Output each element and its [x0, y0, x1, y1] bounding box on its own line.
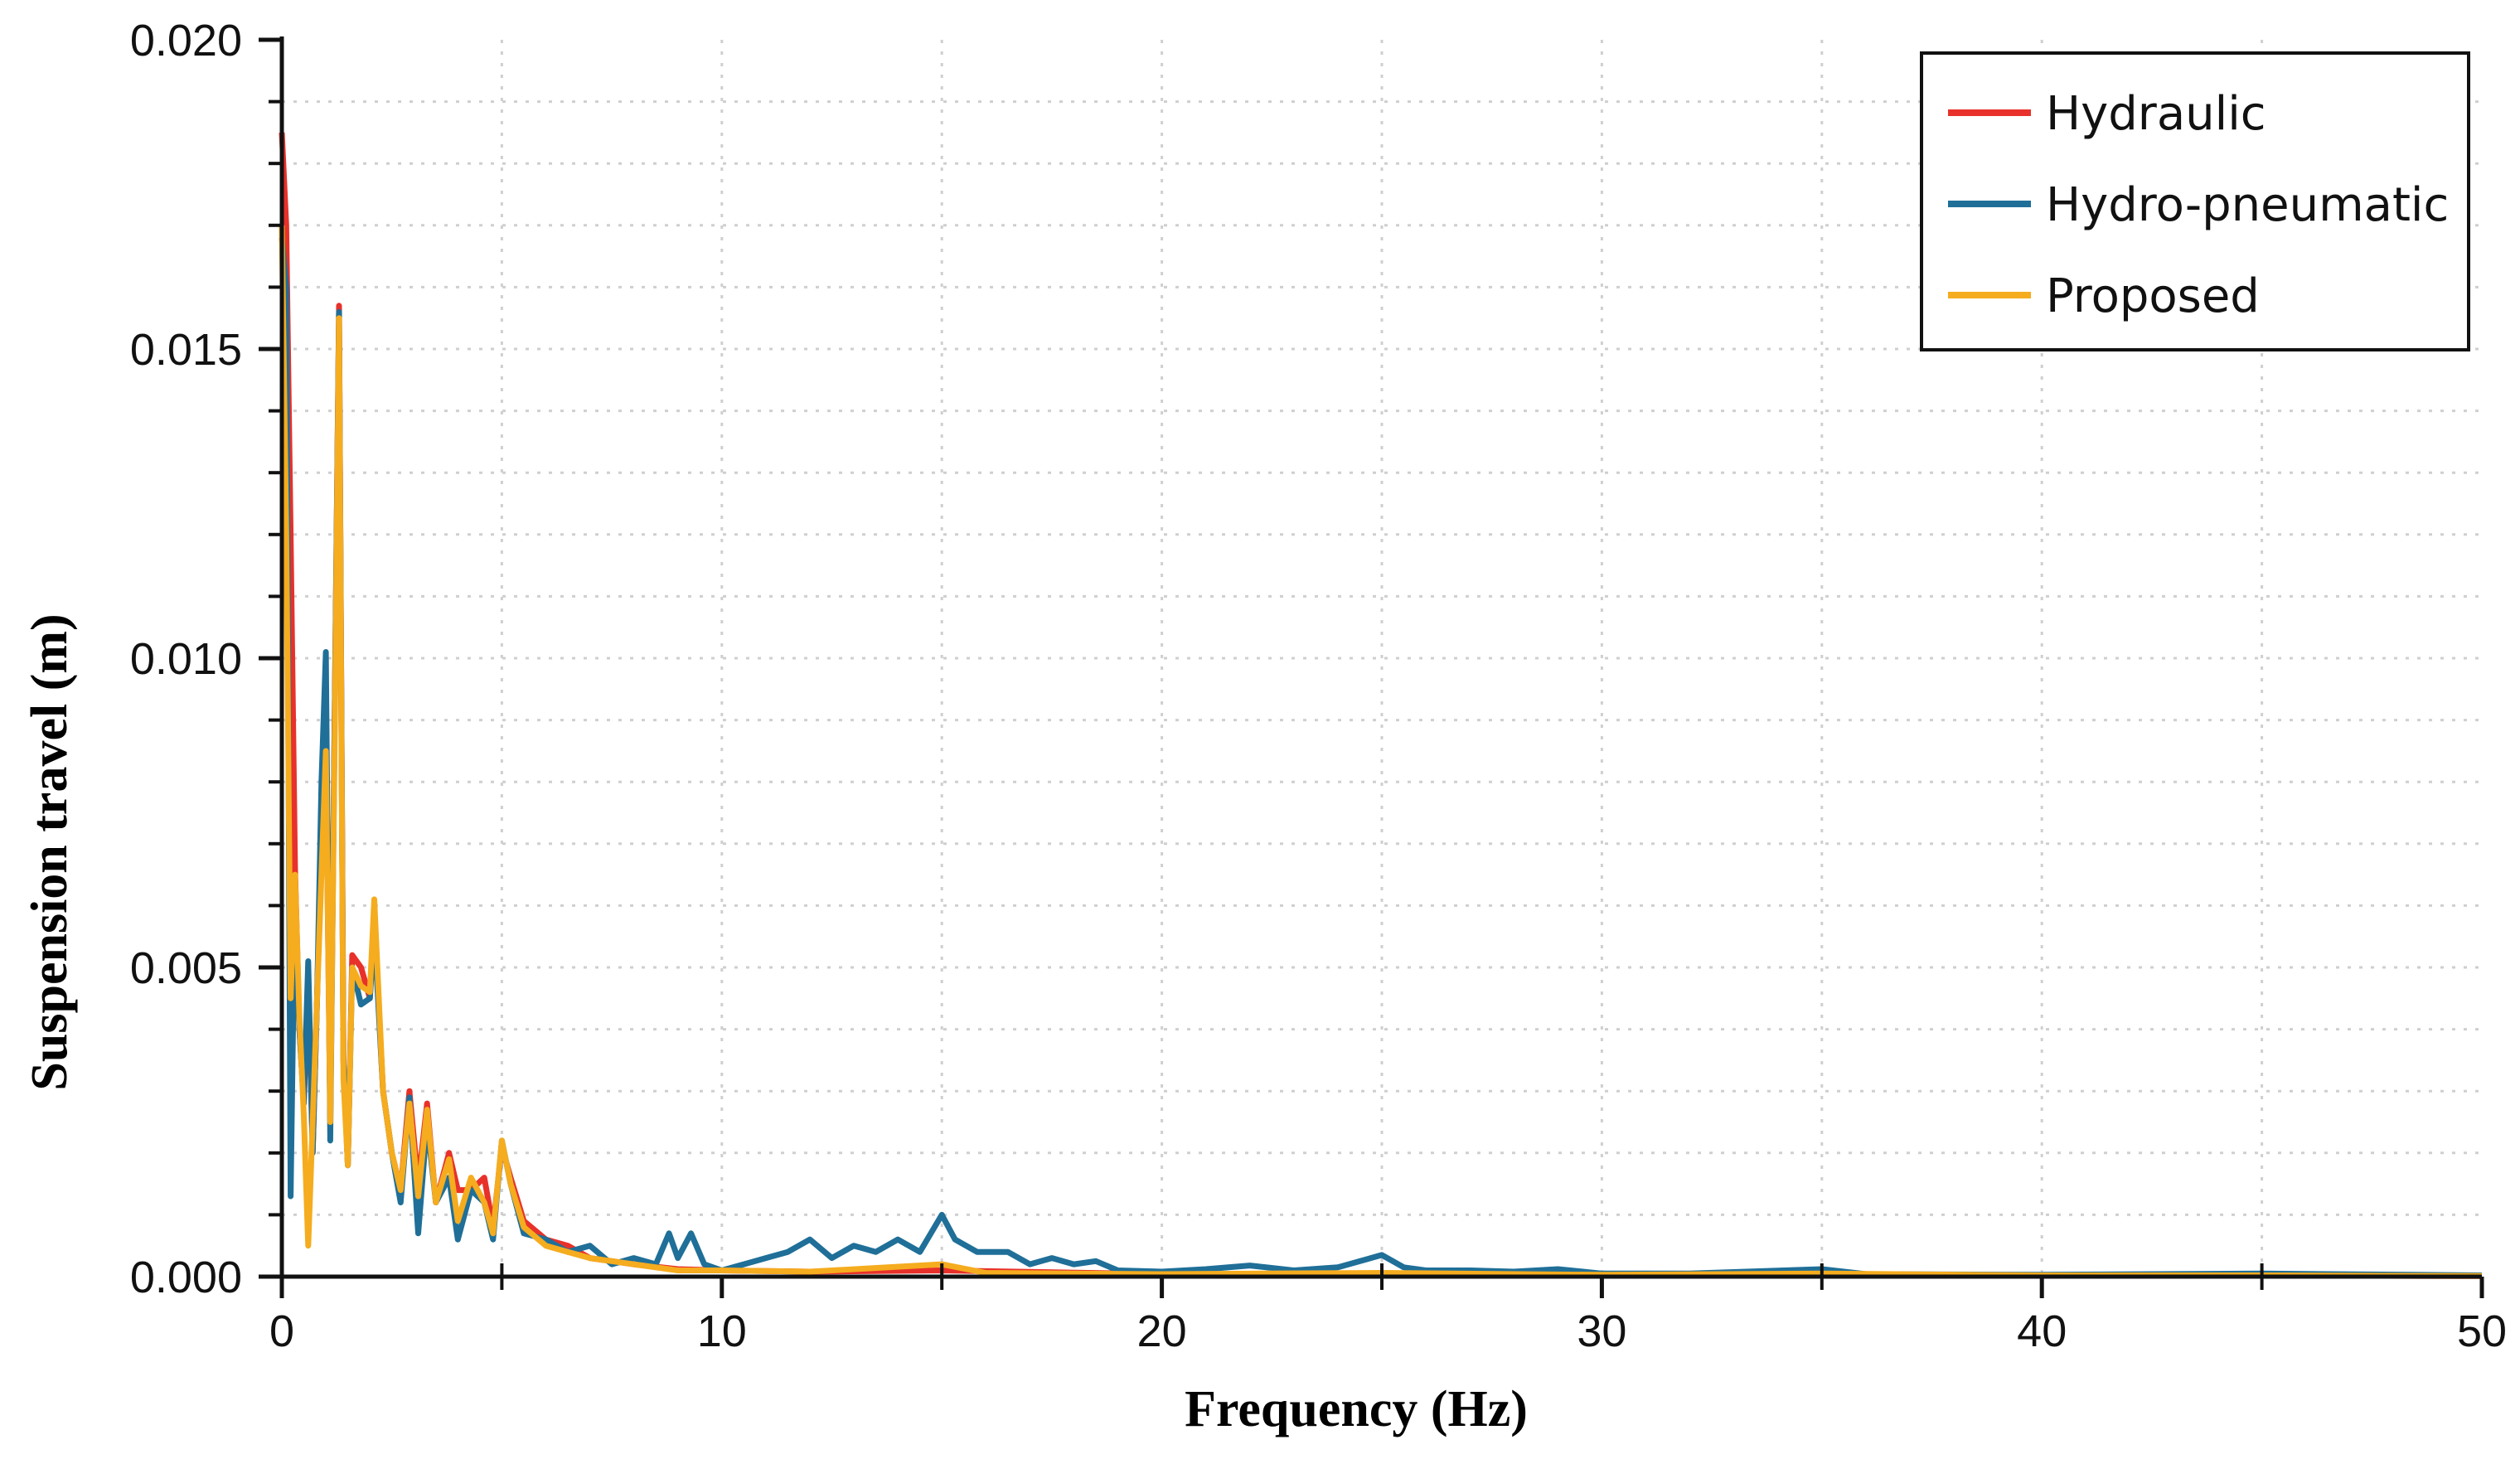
series-layer	[279, 132, 2483, 1279]
legend-label-proposed: Proposed	[2046, 269, 2260, 323]
y-tick-label: 0.015	[130, 325, 242, 375]
legend-label-hydro-pneumatic: Hydro-pneumatic	[2046, 178, 2449, 232]
x-tick-label: 10	[697, 1306, 747, 1356]
y-tick-label: 0.005	[130, 943, 242, 993]
axis-layer	[259, 36, 2484, 1298]
y-axis-title: Suspension travel (m)	[22, 613, 78, 1090]
x-tick-label: 0	[269, 1306, 294, 1356]
x-tick-label: 20	[1137, 1306, 1187, 1356]
series-line-proposed	[279, 225, 2483, 1279]
x-tick-label: 30	[1577, 1306, 1626, 1356]
y-tick-label: 0.000	[130, 1253, 242, 1302]
legend: Hydraulic Hydro-pneumatic Proposed	[1920, 51, 2470, 351]
x-axis-title: Frequency (Hz)	[1185, 1381, 1528, 1437]
tick-label-layer: 0 10 20 30 40 50 0.000 0.005 0.010 0.015 0.020	[130, 16, 2507, 1356]
legend-label-hydraulic: Hydraulic	[2046, 87, 2266, 141]
x-tick-label: 40	[2017, 1306, 2067, 1356]
x-tick-label: 50	[2457, 1306, 2507, 1356]
y-tick-label: 0.010	[130, 634, 242, 684]
y-tick-label: 0.020	[130, 16, 242, 65]
